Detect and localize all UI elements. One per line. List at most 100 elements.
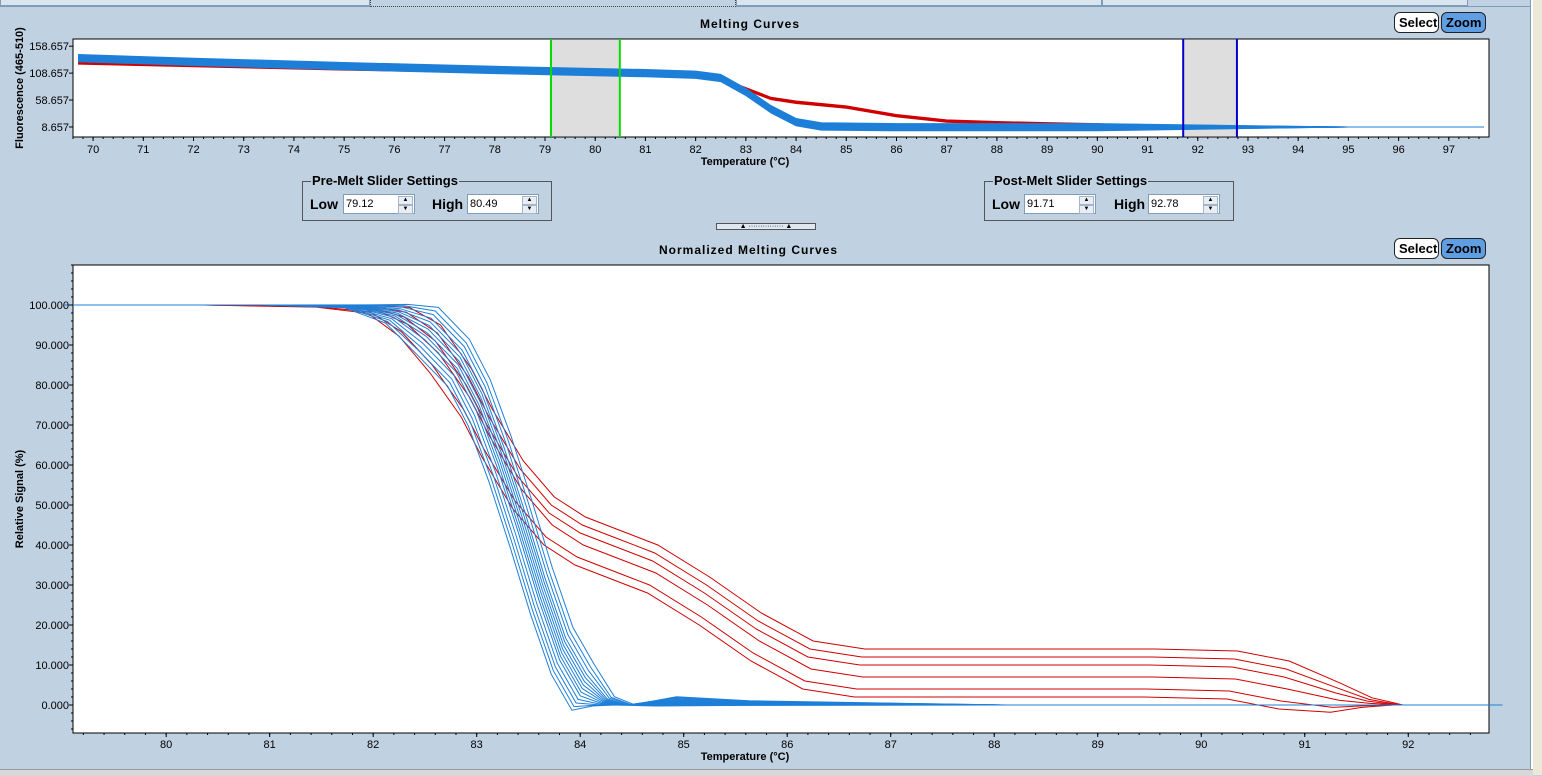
pre-melt-high-spinner[interactable]: ▲▼ (467, 194, 539, 214)
tab-1[interactable] (0, 0, 370, 6)
y-tick-label: 58.657 (35, 95, 69, 107)
x-tick-label: 80 (160, 739, 172, 751)
pre-melt-title: Pre-Melt Slider Settings (311, 173, 459, 188)
x-tick-label: 91 (1299, 739, 1311, 751)
post-melt-high-label: High (1114, 196, 1146, 212)
melting-curves-title: Melting Curves (700, 17, 801, 31)
x-tick-label: 86 (781, 739, 793, 751)
y-tick-label: 158.657 (29, 41, 69, 53)
red-curve (202, 304, 1484, 713)
x-tick-label: 85 (678, 739, 690, 751)
x-tick-label: 94 (1292, 144, 1304, 156)
normalized-select-button[interactable]: Select (1394, 238, 1439, 259)
x-tick-label: 72 (187, 144, 199, 156)
x-tick-label: 79 (539, 144, 551, 156)
spin-up-icon[interactable]: ▲ (1079, 196, 1094, 205)
window-bottom-border (0, 769, 1533, 776)
x-tick-label: 76 (388, 144, 400, 156)
pre-melt-slider-settings: Pre-Melt Slider Settings Low ▲▼ High ▲▼ (302, 173, 552, 221)
y-axis-title: Relative Signal (%) (14, 449, 26, 548)
normalized-curves-title: Normalized Melting Curves (659, 243, 839, 257)
pre-melt-low-label: Low (310, 196, 338, 212)
post-melt-band (1183, 40, 1237, 136)
x-tick-label: 95 (1342, 144, 1354, 156)
x-tick-label: 92 (1402, 739, 1414, 751)
x-tick-label: 77 (438, 144, 450, 156)
x-tick-label: 89 (1041, 144, 1053, 156)
tab-3[interactable] (736, 0, 1102, 6)
y-tick-label: 10.000 (35, 660, 69, 672)
x-tick-label: 86 (890, 144, 902, 156)
red-curve (204, 304, 1486, 708)
post-melt-low-label: Low (992, 196, 1020, 212)
pre-melt-high-label: High (432, 196, 464, 212)
x-tick-label: 83 (471, 739, 483, 751)
melting-curves-chart[interactable]: 70 71 72 73 74 75 76 77 78 79 80 81 82 83 84 85 86 87 88 89… (0, 0, 1530, 175)
post-melt-high-spinner[interactable]: ▲▼ (1148, 194, 1220, 214)
pre-melt-low-spinner[interactable]: ▲▼ (343, 194, 415, 214)
x-tick-label: 78 (489, 144, 501, 156)
x-tick-label: 73 (238, 144, 250, 156)
panel-splitter-handle[interactable]: ▲ ··············· ▲ (716, 223, 816, 230)
window-right-gutter (1533, 0, 1542, 775)
x-tick-label: 96 (1392, 144, 1404, 156)
post-melt-high-arrows[interactable]: ▲ ▼ (1203, 196, 1218, 214)
post-melt-low-spinner[interactable]: ▲▼ (1024, 194, 1096, 214)
pre-melt-high-input[interactable] (469, 196, 523, 212)
spin-up-icon[interactable]: ▲ (1203, 196, 1218, 205)
pre-melt-low-input[interactable] (345, 196, 399, 212)
x-tick-label: 70 (87, 144, 99, 156)
x-axis-title: Temperature (°C) (701, 751, 790, 763)
pre-melt-high-arrows[interactable]: ▲ ▼ (522, 196, 537, 214)
spin-up-icon[interactable]: ▲ (522, 196, 537, 205)
plot-area (72, 38, 1490, 138)
spin-down-icon[interactable]: ▼ (1079, 205, 1094, 214)
y-tick-label: 20.000 (35, 620, 69, 632)
red-curve (207, 304, 1489, 706)
y-tick-label: 100.000 (29, 300, 69, 312)
x-tick-label: 88 (991, 144, 1003, 156)
pre-melt-band (551, 40, 620, 136)
y-tick-label: 108.657 (29, 68, 69, 80)
window-right-border (1530, 0, 1533, 775)
y-tick-label: 70.000 (35, 420, 69, 432)
spin-down-icon[interactable]: ▼ (522, 205, 537, 214)
melting-select-button[interactable]: Select (1394, 12, 1439, 33)
plot-area (72, 264, 1490, 734)
spin-down-icon[interactable]: ▼ (398, 205, 413, 214)
x-tick-label: 83 (740, 144, 752, 156)
normalized-zoom-button[interactable]: Zoom (1441, 238, 1486, 259)
x-tick-label: 91 (1141, 144, 1153, 156)
red-curve (210, 304, 1493, 706)
x-axis-title: Temperature (°C) (701, 156, 790, 168)
post-melt-high-input[interactable] (1150, 196, 1204, 212)
y-tick-label: 60.000 (35, 460, 69, 472)
x-tick-label: 90 (1091, 144, 1103, 156)
melting-zoom-button[interactable]: Zoom (1441, 12, 1486, 33)
post-melt-slider-settings: Post-Melt Slider Settings Low ▲▼ High ▲▼ (984, 173, 1234, 221)
x-tick-label: 90 (1195, 739, 1207, 751)
x-tick-label: 88 (988, 739, 1000, 751)
spin-up-icon[interactable]: ▲ (398, 196, 413, 205)
blue-curve (86, 303, 1503, 706)
spin-down-icon[interactable]: ▼ (1203, 205, 1218, 214)
tab-2[interactable] (370, 0, 736, 7)
y-tick-label: 8.657 (41, 122, 69, 134)
post-melt-low-input[interactable] (1026, 196, 1080, 212)
y-tick-label: 80.000 (35, 380, 69, 392)
x-tick-label: 85 (840, 144, 852, 156)
x-tick-label: 84 (790, 144, 802, 156)
tab-4[interactable] (1102, 0, 1468, 6)
y-tick-label: 0.000 (41, 700, 69, 712)
post-melt-low-arrows[interactable]: ▲ ▼ (1079, 196, 1094, 214)
x-tick-label: 97 (1443, 144, 1455, 156)
x-tick-label: 71 (137, 144, 149, 156)
x-tick-label: 84 (574, 739, 586, 751)
x-tick-label: 82 (690, 144, 702, 156)
pre-melt-low-arrows[interactable]: ▲ ▼ (398, 196, 413, 214)
y-tick-label: 40.000 (35, 540, 69, 552)
top-tab-strip (0, 0, 1530, 7)
x-tick-label: 80 (589, 144, 601, 156)
y-tick-label: 90.000 (35, 340, 69, 352)
